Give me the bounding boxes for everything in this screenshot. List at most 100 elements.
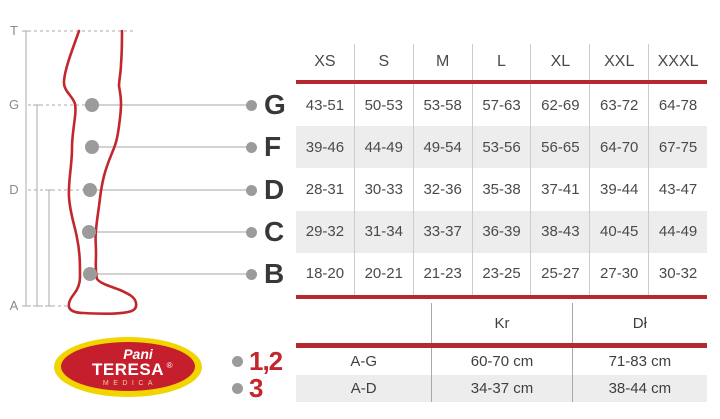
size-cell: 63-72	[589, 84, 648, 127]
length-cell: 34-37 cm	[431, 375, 571, 402]
axis-label-g: G	[8, 97, 20, 112]
size-col-header: XS	[314, 53, 336, 70]
length-col-header-kr: Kr	[431, 303, 571, 343]
size-col-header: S	[353, 44, 413, 80]
size-cell: 57-63	[471, 84, 531, 127]
leg-outline	[62, 29, 138, 315]
size-cell: 35-38	[471, 168, 531, 211]
letter-dot	[246, 141, 257, 153]
size-cell: 39-46	[305, 138, 345, 156]
size-cell: 20-21	[353, 252, 413, 295]
length-row-label: A-G	[350, 353, 377, 370]
length-cell: 71-83 cm	[571, 348, 707, 375]
size-cell: 38-43	[530, 210, 589, 253]
letter-dot	[246, 184, 257, 196]
axis-label-d: D	[9, 182, 19, 197]
leg-diagram	[22, 29, 253, 315]
red-divider	[296, 294, 707, 299]
size-cell: 33-37	[412, 210, 472, 253]
length-header-spacer	[296, 303, 431, 343]
size-cell: 64-78	[648, 84, 707, 127]
class-marker-3: 3	[232, 373, 264, 403]
size-cell: 53-58	[412, 84, 472, 127]
size-cell: 39-44	[589, 168, 648, 211]
size-cell: 67-75	[648, 126, 707, 169]
size-cell: 44-49	[648, 210, 707, 253]
size-cell: 44-49	[353, 126, 413, 169]
brand-logo: Pani TERESA ® MEDICA	[54, 337, 202, 397]
row-letter-c: C	[246, 217, 285, 247]
size-cell: 28-31	[305, 180, 345, 198]
row-letter-label: C	[264, 216, 285, 247]
length-row-ag: A-G 60-70 cm 71-83 cm	[296, 348, 707, 375]
axis-label-t: T	[10, 23, 18, 38]
letter-dot	[246, 99, 257, 111]
row-letter-label: D	[264, 174, 285, 205]
size-cell: 62-69	[530, 84, 589, 127]
length-cell: 60-70 cm	[431, 348, 571, 375]
table-row-b: 18-20 20-21 21-23 23-25 25-27 27-30 30-3…	[296, 252, 707, 295]
size-col-header: XL	[530, 44, 589, 80]
letter-dot	[246, 226, 257, 238]
letter-dot	[246, 268, 257, 280]
table-row-g: 43-51 50-53 53-58 57-63 62-69 63-72 64-7…	[296, 84, 707, 127]
table-row-d: 28-31 30-33 32-36 35-38 37-41 39-44 43-4…	[296, 168, 707, 211]
size-cell: 25-27	[530, 252, 589, 295]
size-col-header: XXXL	[648, 44, 707, 80]
logo-ellipse-red: Pani TERESA ® MEDICA	[61, 342, 195, 391]
size-cell: 64-70	[589, 126, 648, 169]
length-row-ad: A-D 34-37 cm 38-44 cm	[296, 375, 707, 402]
size-cell: 31-34	[353, 210, 413, 253]
length-cell: 38-44 cm	[571, 375, 707, 402]
red-divider	[296, 343, 707, 348]
size-col-header: M	[412, 44, 472, 80]
row-letter-label: B	[264, 258, 285, 289]
size-cell: 37-41	[530, 168, 589, 211]
row-letter-label: G	[264, 89, 287, 120]
red-divider	[296, 80, 707, 84]
size-cell: 23-25	[471, 252, 531, 295]
measure-lines	[22, 30, 53, 307]
size-cell: 43-47	[648, 168, 707, 211]
row-letter-label: F	[264, 131, 282, 162]
row-letter-g: G	[246, 90, 286, 120]
size-table-header: XS S M L XL XXL XXXL	[296, 44, 707, 80]
axis-label-a: A	[9, 298, 19, 313]
table-row-f: 39-46 44-49 49-54 53-56 56-65 64-70 67-7…	[296, 126, 707, 169]
row-letter-d: D	[246, 175, 285, 205]
row-letter-f: F	[246, 132, 282, 162]
measure-point-dots	[82, 98, 99, 281]
size-cell: 53-56	[471, 126, 531, 169]
size-cell: 43-51	[305, 96, 345, 114]
marker-label: 3	[249, 373, 264, 403]
size-cell: 32-36	[412, 168, 472, 211]
length-table: Kr Dł A-G 60-70 cm 71-83 cm A-D 34-37 cm…	[296, 303, 707, 402]
size-cell: 30-32	[648, 252, 707, 295]
size-cell: 36-39	[471, 210, 531, 253]
connector-lines	[91, 104, 253, 275]
marker-dot	[232, 355, 243, 367]
length-col-header-dl: Dł	[571, 303, 707, 343]
marker-label: 1,2	[249, 346, 283, 376]
size-cell: 56-65	[530, 126, 589, 169]
row-letter-b: B	[246, 259, 285, 289]
class-marker-12: 1,2	[232, 346, 283, 376]
size-table: XS S M L XL XXL XXXL 43-51 50-53 53-58 5…	[296, 44, 707, 299]
table-row-c: 29-32 31-34 33-37 36-39 38-43 40-45 44-4…	[296, 210, 707, 253]
logo-text-teresa: TERESA ®	[92, 359, 172, 379]
logo-teresa-word: TERESA	[92, 359, 164, 379]
logo-text-medica: MEDICA	[102, 379, 158, 387]
length-row-label: A-D	[350, 380, 377, 397]
size-cell: 29-32	[305, 223, 345, 241]
size-cell: 40-45	[589, 210, 648, 253]
size-cell: 30-33	[353, 168, 413, 211]
size-col-header: XXL	[589, 44, 648, 80]
size-cell: 50-53	[353, 84, 413, 127]
size-cell: 18-20	[305, 265, 345, 283]
marker-dot	[232, 382, 243, 394]
length-table-header: Kr Dł	[296, 303, 707, 343]
size-col-header: L	[471, 44, 531, 80]
logo-text-pani: Pani	[123, 345, 153, 362]
registered-mark: ®	[166, 360, 173, 370]
